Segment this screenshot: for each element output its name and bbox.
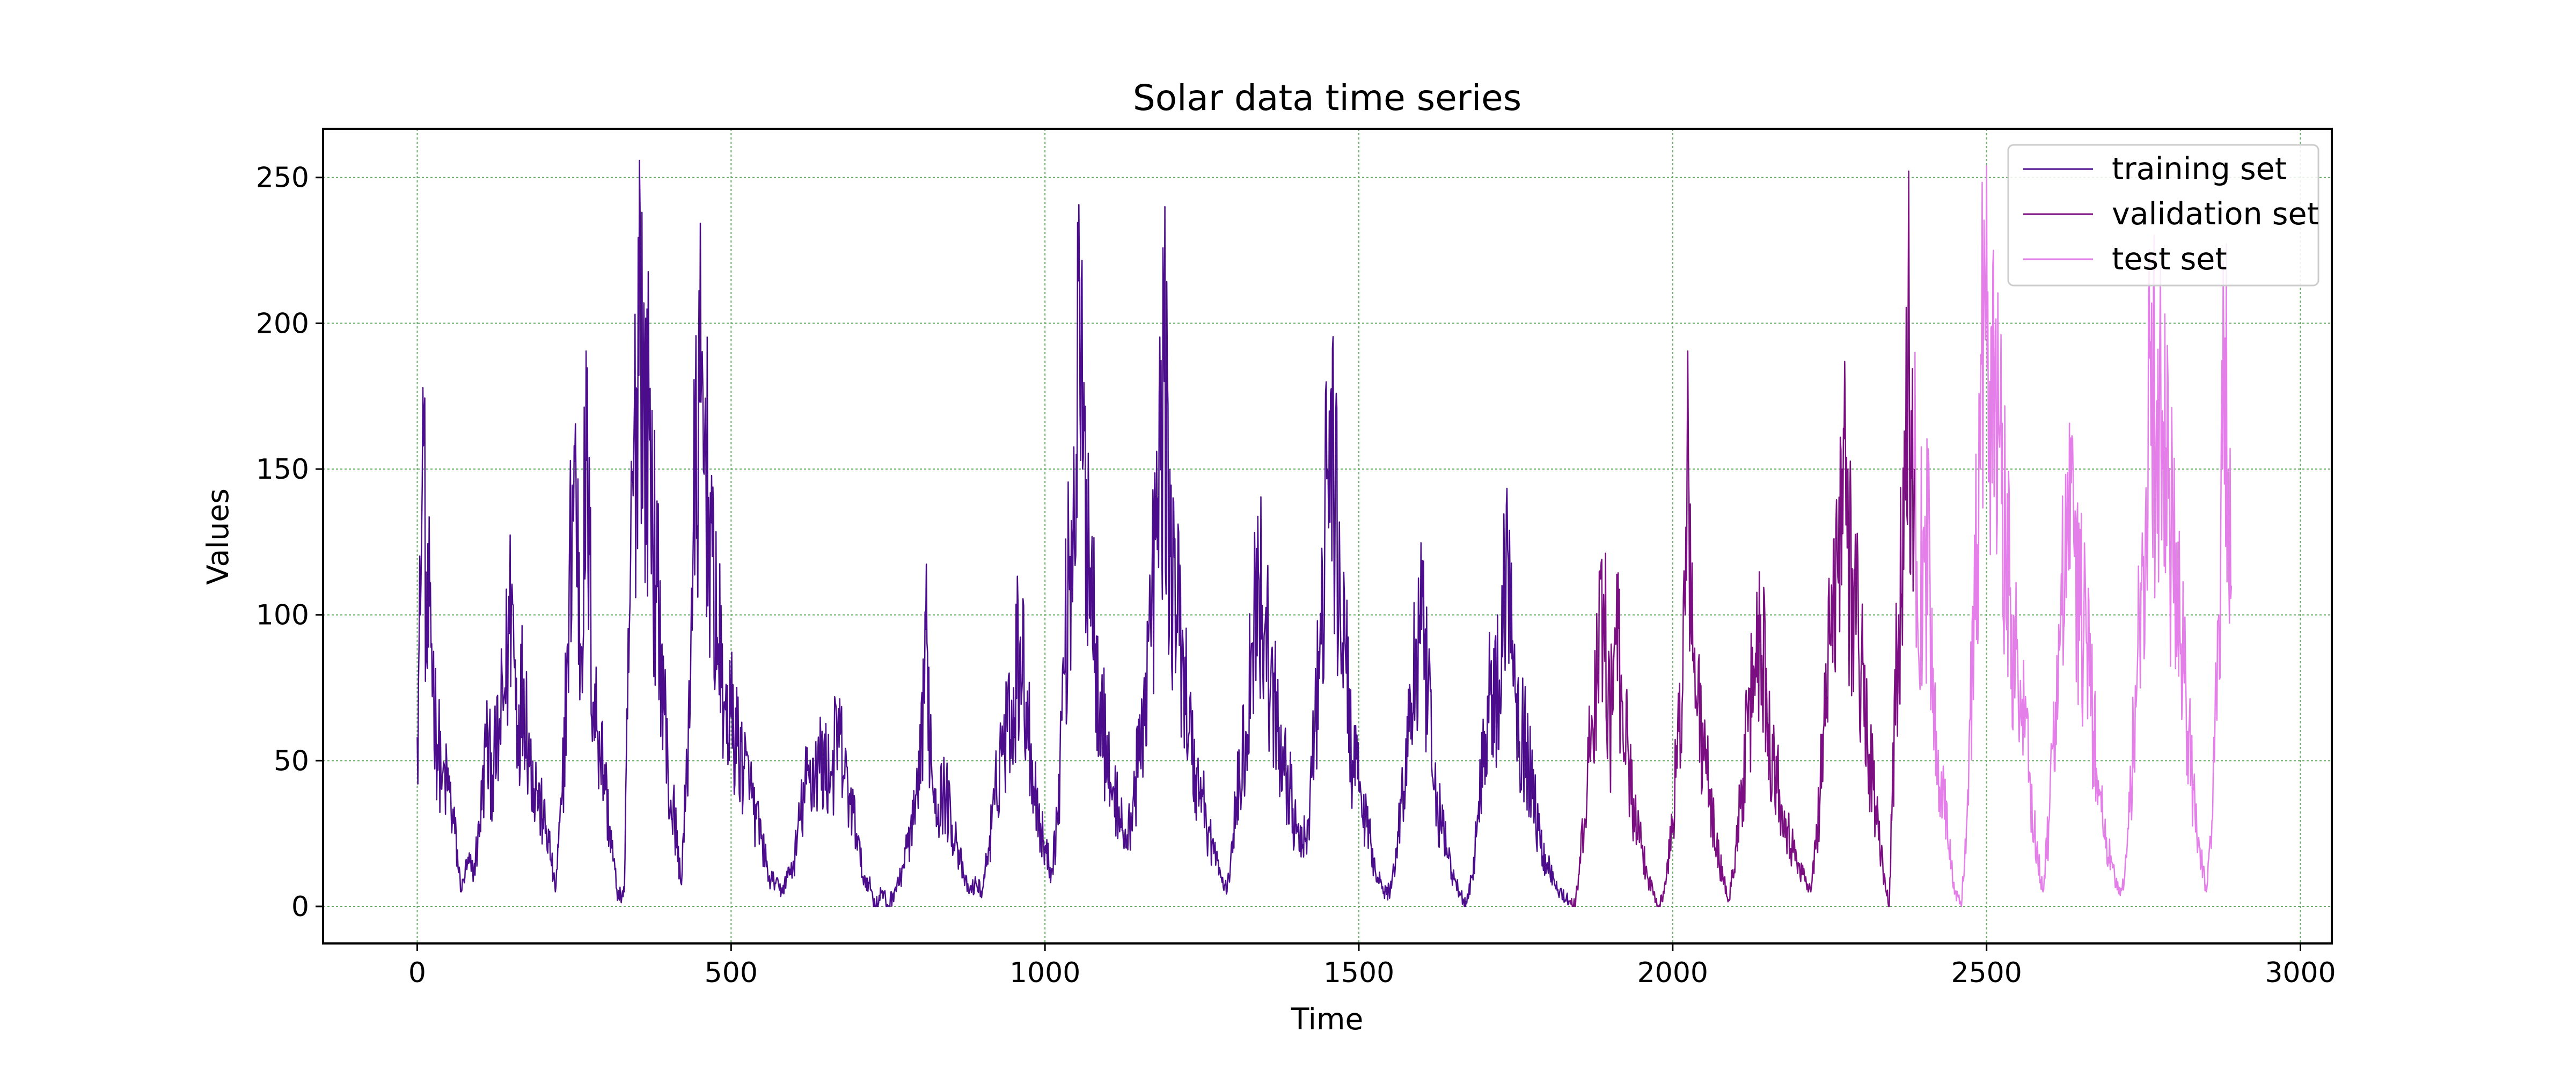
x-tick-label: 500 (705, 957, 758, 989)
y-axis-label: Values (201, 488, 235, 585)
x-tick-label: 3000 (2265, 957, 2336, 989)
x-tick-label: 1500 (1323, 957, 1394, 989)
legend-entries: training set validation set test set (2023, 151, 2319, 277)
y-tick-label: 250 (256, 162, 309, 194)
y-tick-label: 0 (291, 891, 309, 923)
y-tick-label: 100 (256, 599, 309, 632)
x-axis-ticks: 0 500 1000 1500 2000 2500 3000 (408, 943, 2336, 989)
legend-label: training set (2112, 151, 2287, 187)
legend-label: validation set (2112, 196, 2319, 232)
y-tick-label: 200 (256, 308, 309, 340)
series-line-test-set (1913, 165, 2233, 907)
y-axis-ticks: 0 50 100 150 200 250 (256, 162, 323, 923)
x-tick-label: 1000 (1009, 957, 1080, 989)
plot-frame (322, 128, 2333, 945)
series-line-training-set (416, 159, 1570, 907)
legend: training set validation set test set (2007, 144, 2319, 287)
grid-lines (323, 129, 2332, 943)
y-tick-label: 150 (256, 453, 309, 486)
x-axis-label: Time (1291, 1002, 1364, 1036)
series-lines (416, 159, 2233, 907)
legend-label: test set (2112, 241, 2227, 277)
legend-box (2007, 144, 2319, 287)
y-tick-label: 50 (274, 745, 309, 777)
x-tick-label: 2000 (1637, 957, 1708, 989)
x-tick-label: 2500 (1951, 957, 2022, 989)
series-line-validation-set (1568, 170, 1915, 907)
x-tick-label: 0 (408, 957, 426, 989)
chart-title: Solar data time series (1133, 77, 1521, 119)
